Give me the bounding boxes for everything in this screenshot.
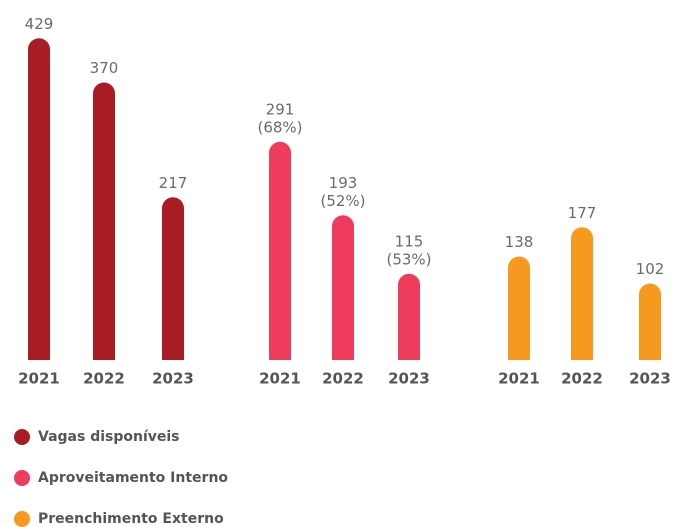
value-label: 291	[266, 100, 295, 118]
bar	[269, 141, 291, 360]
value-label: 102	[636, 260, 665, 278]
x-tick-label: 2023	[388, 370, 430, 388]
bar	[508, 256, 530, 360]
bar	[639, 283, 661, 360]
value-label: 138	[505, 233, 534, 251]
legend-label: Aproveitamento Interno	[38, 470, 228, 486]
x-tick-label: 2022	[561, 370, 603, 388]
value-label: 370	[90, 59, 119, 77]
value-label: 177	[568, 204, 597, 222]
bar	[93, 82, 115, 360]
value-label: 429	[25, 15, 54, 33]
bar	[398, 273, 420, 360]
x-tick-label: 2021	[18, 370, 60, 388]
x-tick-label: 2022	[322, 370, 364, 388]
value-label: 217	[159, 174, 188, 192]
legend-label: Vagas disponíveis	[38, 429, 180, 445]
bar	[162, 197, 184, 360]
x-tick-label: 2021	[259, 370, 301, 388]
value-label: 115	[395, 232, 424, 250]
x-tick-label: 2023	[152, 370, 194, 388]
share-label: (52%)	[320, 192, 365, 210]
share-label: (53%)	[386, 250, 431, 268]
x-tick-label: 2021	[498, 370, 540, 388]
bar	[571, 227, 593, 360]
legend-swatch	[14, 470, 30, 486]
bar	[332, 215, 354, 360]
bar	[28, 38, 50, 361]
legend-swatch	[14, 511, 30, 527]
legend-label: Preenchimento Externo	[38, 511, 224, 527]
x-tick-label: 2022	[83, 370, 125, 388]
value-label: 193	[329, 174, 358, 192]
x-tick-label: 2023	[629, 370, 671, 388]
legend-swatch	[14, 429, 30, 445]
share-label: (68%)	[257, 118, 302, 136]
